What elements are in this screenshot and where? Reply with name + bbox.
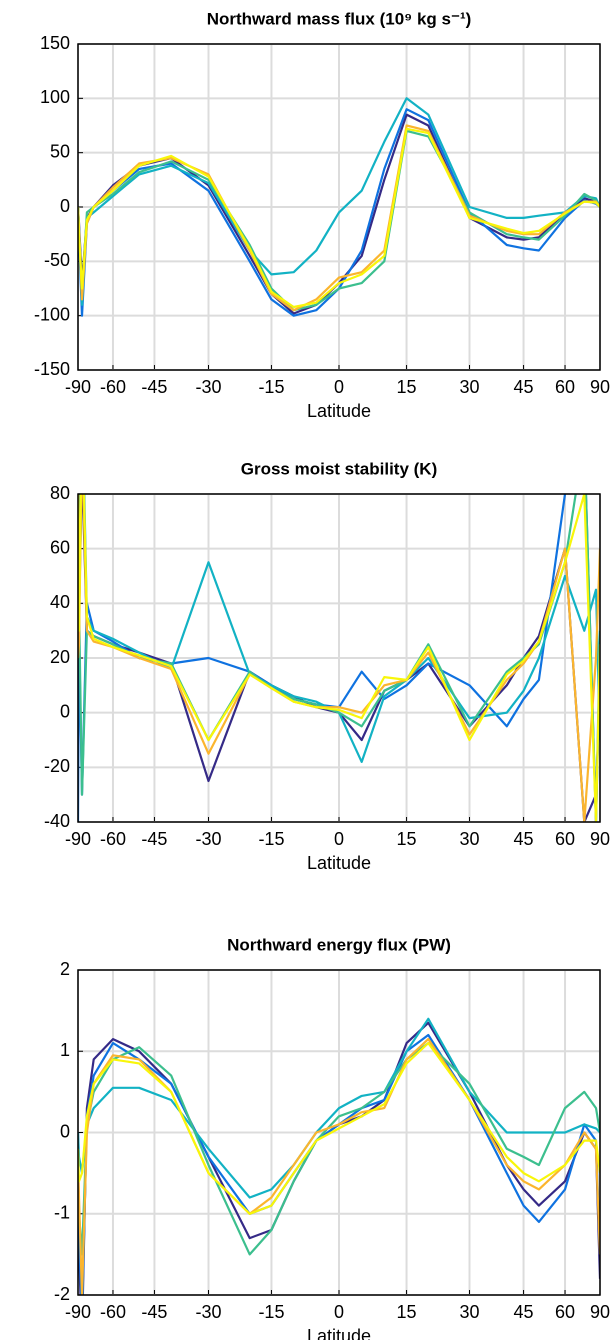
y-tick-label: 0 <box>60 1121 70 1141</box>
data-line <box>78 1033 600 1295</box>
x-tick-label: -60 <box>100 377 126 397</box>
x-tick-label: 60 <box>555 1302 575 1322</box>
subplot: Gross moist stability (K) -90 -60 -45 -30 -15… <box>44 459 610 873</box>
x-tick-label: -15 <box>258 377 284 397</box>
x-tick-label: 15 <box>397 377 417 397</box>
y-tick-label: -100 <box>34 304 70 324</box>
axes-box <box>77 493 601 823</box>
y-tick-label: 20 <box>50 647 70 667</box>
x-tick-label: -30 <box>195 377 221 397</box>
x-tick-label: -90 <box>65 377 91 397</box>
x-tick-label: 90 <box>590 1302 610 1322</box>
x-tick-label: 30 <box>459 1302 479 1322</box>
x-tick-label: -45 <box>141 829 167 849</box>
x-tick-label: 45 <box>514 829 534 849</box>
axes-box <box>77 43 601 371</box>
x-tick-label: -45 <box>141 1302 167 1322</box>
y-tick-label: 2 <box>60 959 70 979</box>
plot-area <box>78 1017 600 1295</box>
x-tick-label: 45 <box>514 1302 534 1322</box>
x-tick-label: -90 <box>65 829 91 849</box>
subplot: Northward energy flux (PW) -90 -60 -45 -30 -1… <box>54 935 610 1340</box>
data-line <box>78 494 600 822</box>
x-tick-label: 0 <box>334 829 344 849</box>
x-tick-label: -15 <box>258 829 284 849</box>
y-tick-label: 50 <box>50 141 70 161</box>
y-tick-label: 1 <box>60 1040 70 1060</box>
x-tick-label: 30 <box>459 829 479 849</box>
data-line <box>78 1017 600 1199</box>
y-tick-label: 80 <box>50 483 70 503</box>
x-tick-label: -30 <box>195 1302 221 1322</box>
data-line <box>78 1042 600 1215</box>
plot-area <box>78 97 600 317</box>
x-tick-label: 60 <box>555 829 575 849</box>
y-tick-label: -50 <box>44 250 70 270</box>
x-tick-label: -45 <box>141 377 167 397</box>
y-tick-label: 150 <box>40 33 70 53</box>
y-tick-label: -150 <box>34 359 70 379</box>
y-tick-label: 0 <box>60 196 70 216</box>
x-tick-label: 15 <box>397 829 417 849</box>
data-line <box>78 127 600 309</box>
x-tick-label: -60 <box>100 1302 126 1322</box>
data-line <box>78 97 600 306</box>
x-tick-label: 15 <box>397 1302 417 1322</box>
x-tick-label: 90 <box>590 829 610 849</box>
x-tick-label: -30 <box>195 829 221 849</box>
x-tick-label: 0 <box>334 1302 344 1322</box>
x-axis-label: Latitude <box>307 853 371 873</box>
x-tick-label: -90 <box>65 1302 91 1322</box>
x-tick-label: 90 <box>590 377 610 397</box>
y-tick-label: -2 <box>54 1284 70 1304</box>
chart-title: Northward energy flux (PW) <box>227 935 451 954</box>
x-axis-label: Latitude <box>307 1326 371 1340</box>
x-axis-label: Latitude <box>307 401 371 421</box>
x-tick-label: 45 <box>514 377 534 397</box>
y-tick-label: 40 <box>50 592 70 612</box>
y-tick-label: 100 <box>40 87 70 107</box>
x-tick-label: -15 <box>258 1302 284 1322</box>
y-tick-label: 0 <box>60 701 70 721</box>
x-tick-label: 60 <box>555 377 575 397</box>
y-tick-label: -1 <box>54 1203 70 1223</box>
chart-title: Gross moist stability (K) <box>241 459 437 478</box>
axes-box <box>77 969 601 1296</box>
subplot: Northward mass flux (10⁹ kg s⁻¹) -90 -60 -4… <box>34 9 610 420</box>
x-tick-label: 0 <box>334 377 344 397</box>
x-tick-label: 30 <box>459 377 479 397</box>
y-tick-label: 60 <box>50 537 70 557</box>
x-tick-label: -60 <box>100 829 126 849</box>
y-tick-label: -20 <box>44 756 70 776</box>
plot-area <box>78 494 600 822</box>
y-tick-label: -40 <box>44 811 70 831</box>
chart-title: Northward mass flux (10⁹ kg s⁻¹) <box>207 9 472 28</box>
